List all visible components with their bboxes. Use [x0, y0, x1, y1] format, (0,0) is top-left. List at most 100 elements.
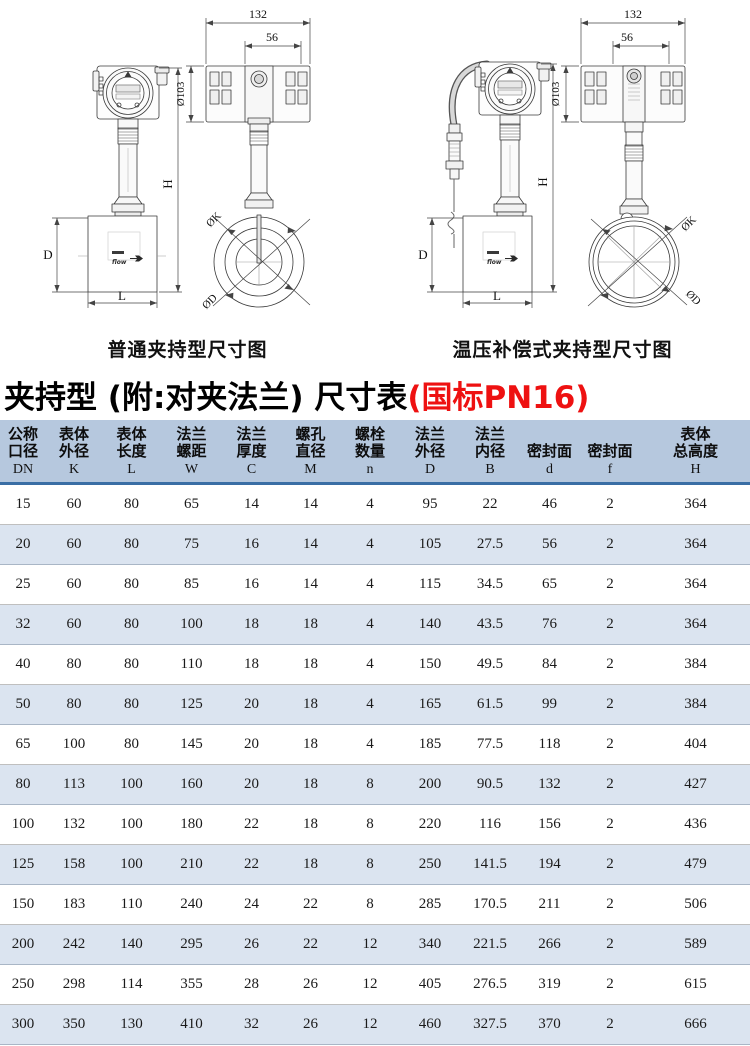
dimension-drawings-section: flow H	[0, 0, 750, 368]
neck-stem-front	[111, 118, 145, 217]
table-row: 25 60 80 85 16 14 4 115 34.5 65 2 364	[0, 564, 750, 605]
column-header-K: 表体 外径 K	[46, 420, 102, 485]
cell-D: 340	[400, 924, 460, 965]
cell-d: 194	[520, 844, 579, 885]
table-row: 65 100 80 145 20 18 4 185 77.5 118 2 404	[0, 724, 750, 765]
column-header-DN: 公称 口径 DN	[0, 420, 46, 485]
cell-L: 100	[102, 804, 161, 845]
cell-L: 80	[102, 604, 161, 645]
column-header-line2: 内径	[474, 442, 505, 460]
spec-table-title: 夹持型 (附:对夹法兰) 尺寸表 (国标PN16)	[0, 368, 750, 420]
cell-K: 100	[46, 724, 102, 765]
column-header-line1: 螺孔	[295, 425, 326, 443]
column-header-line1: 法兰	[236, 425, 267, 443]
cell-W: 180	[161, 804, 222, 845]
cell-H: 666	[641, 1004, 750, 1045]
cell-B: 77.5	[460, 724, 520, 765]
table-body: 15 60 80 65 14 14 4 95 22 46 2 364 20 60 80 75 16 14 4 105 2…	[0, 483, 750, 1045]
column-header-D: 法兰 外径 D	[400, 420, 460, 485]
cell-D: 460	[400, 1004, 460, 1045]
cell-K: 132	[46, 804, 102, 845]
cell-H: 384	[641, 644, 750, 685]
column-header-W: 法兰 螺距 W	[161, 420, 222, 485]
table-row: 40 80 80 110 18 18 4 150 49.5 84 2 384	[0, 644, 750, 685]
cell-M: 18	[281, 604, 340, 645]
cell-H: 364	[641, 524, 750, 565]
cell-d: 65	[520, 564, 579, 605]
cell-C: 20	[222, 684, 281, 725]
cell-H: 384	[641, 684, 750, 725]
cell-H: 364	[641, 564, 750, 605]
column-header-symbol: DN	[12, 462, 34, 477]
drawing-panel-compensated: flow H D	[375, 0, 750, 368]
label-D: D	[418, 247, 427, 262]
column-header-line1: 法兰	[474, 425, 505, 443]
flow-label: flow	[487, 259, 502, 266]
cell-n: 4	[340, 564, 400, 605]
cell-K: 60	[46, 604, 102, 645]
table-row: 15 60 80 65 14 14 4 95 22 46 2 364	[0, 483, 750, 525]
column-header-line1: 表体	[116, 425, 147, 443]
cell-f: 2	[579, 564, 641, 605]
cell-D: 150	[400, 644, 460, 685]
neck-stem-side	[244, 123, 274, 209]
cell-L: 80	[102, 564, 161, 605]
cell-B: 221.5	[460, 924, 520, 965]
cell-d: 132	[520, 764, 579, 805]
cell-B: 22	[460, 483, 520, 525]
cell-M: 14	[281, 564, 340, 605]
table-row: 32 60 80 100 18 18 4 140 43.5 76 2 364	[0, 604, 750, 645]
cell-n: 8	[340, 844, 400, 885]
cell-DN: 50	[0, 684, 46, 725]
cell-L: 80	[102, 684, 161, 725]
cell-d: 319	[520, 964, 579, 1005]
cell-B: 276.5	[460, 964, 520, 1005]
cell-K: 242	[46, 924, 102, 965]
cell-K: 60	[46, 564, 102, 605]
cell-M: 18	[281, 804, 340, 845]
dimension-body-D: D	[43, 217, 88, 293]
column-header-symbol: K	[68, 462, 80, 477]
cell-K: 158	[46, 844, 102, 885]
table-row: 125 158 100 210 22 18 8 250 141.5 194 2 479	[0, 844, 750, 885]
cell-M: 22	[281, 924, 340, 965]
cell-M: 18	[281, 724, 340, 765]
cell-C: 20	[222, 764, 281, 805]
column-header-line2: 密封面	[526, 442, 572, 460]
cell-W: 125	[161, 684, 222, 725]
cell-L: 110	[102, 884, 161, 925]
table-header-row: 公称 口径 DN 表体 外径 K 表体 长度 L 法兰 螺距 W 法兰 厚度 C 螺孔 直径 M 螺栓 数量 n 法兰 外径…	[0, 420, 750, 485]
column-header-symbol: H	[690, 462, 701, 477]
cell-B: 27.5	[460, 524, 520, 565]
cell-C: 26	[222, 924, 281, 965]
standard-clamp-drawing: flow H	[43, 7, 311, 312]
cell-DN: 80	[0, 764, 46, 805]
cell-M: 18	[281, 644, 340, 685]
neck-stem-side	[619, 121, 649, 226]
cell-B: 141.5	[460, 844, 520, 885]
table-row: 20 60 80 75 16 14 4 105 27.5 56 2 364	[0, 524, 750, 565]
cell-d: 99	[520, 684, 579, 725]
cell-DN: 150	[0, 884, 46, 925]
label-L: L	[493, 288, 501, 303]
column-header-L: 表体 长度 L	[102, 420, 161, 485]
cell-L: 130	[102, 1004, 161, 1045]
column-header-line2: 螺距	[176, 442, 207, 460]
cell-d: 370	[520, 1004, 579, 1045]
cell-f: 2	[579, 844, 641, 885]
cell-DN: 20	[0, 524, 46, 565]
cell-DN: 25	[0, 564, 46, 605]
cell-K: 298	[46, 964, 102, 1005]
column-header-line1: 法兰	[414, 425, 445, 443]
cell-H: 615	[641, 964, 750, 1005]
cell-C: 16	[222, 564, 281, 605]
cell-D: 200	[400, 764, 460, 805]
cell-B: 327.5	[460, 1004, 520, 1045]
label-56: 56	[621, 30, 633, 44]
cell-f: 2	[579, 524, 641, 565]
cell-DN: 32	[0, 604, 46, 645]
column-header-line2: 厚度	[236, 442, 267, 460]
drawing-caption-standard: 普通夹持型尺寸图	[107, 339, 268, 361]
cell-W: 110	[161, 644, 222, 685]
cell-C: 18	[222, 644, 281, 685]
